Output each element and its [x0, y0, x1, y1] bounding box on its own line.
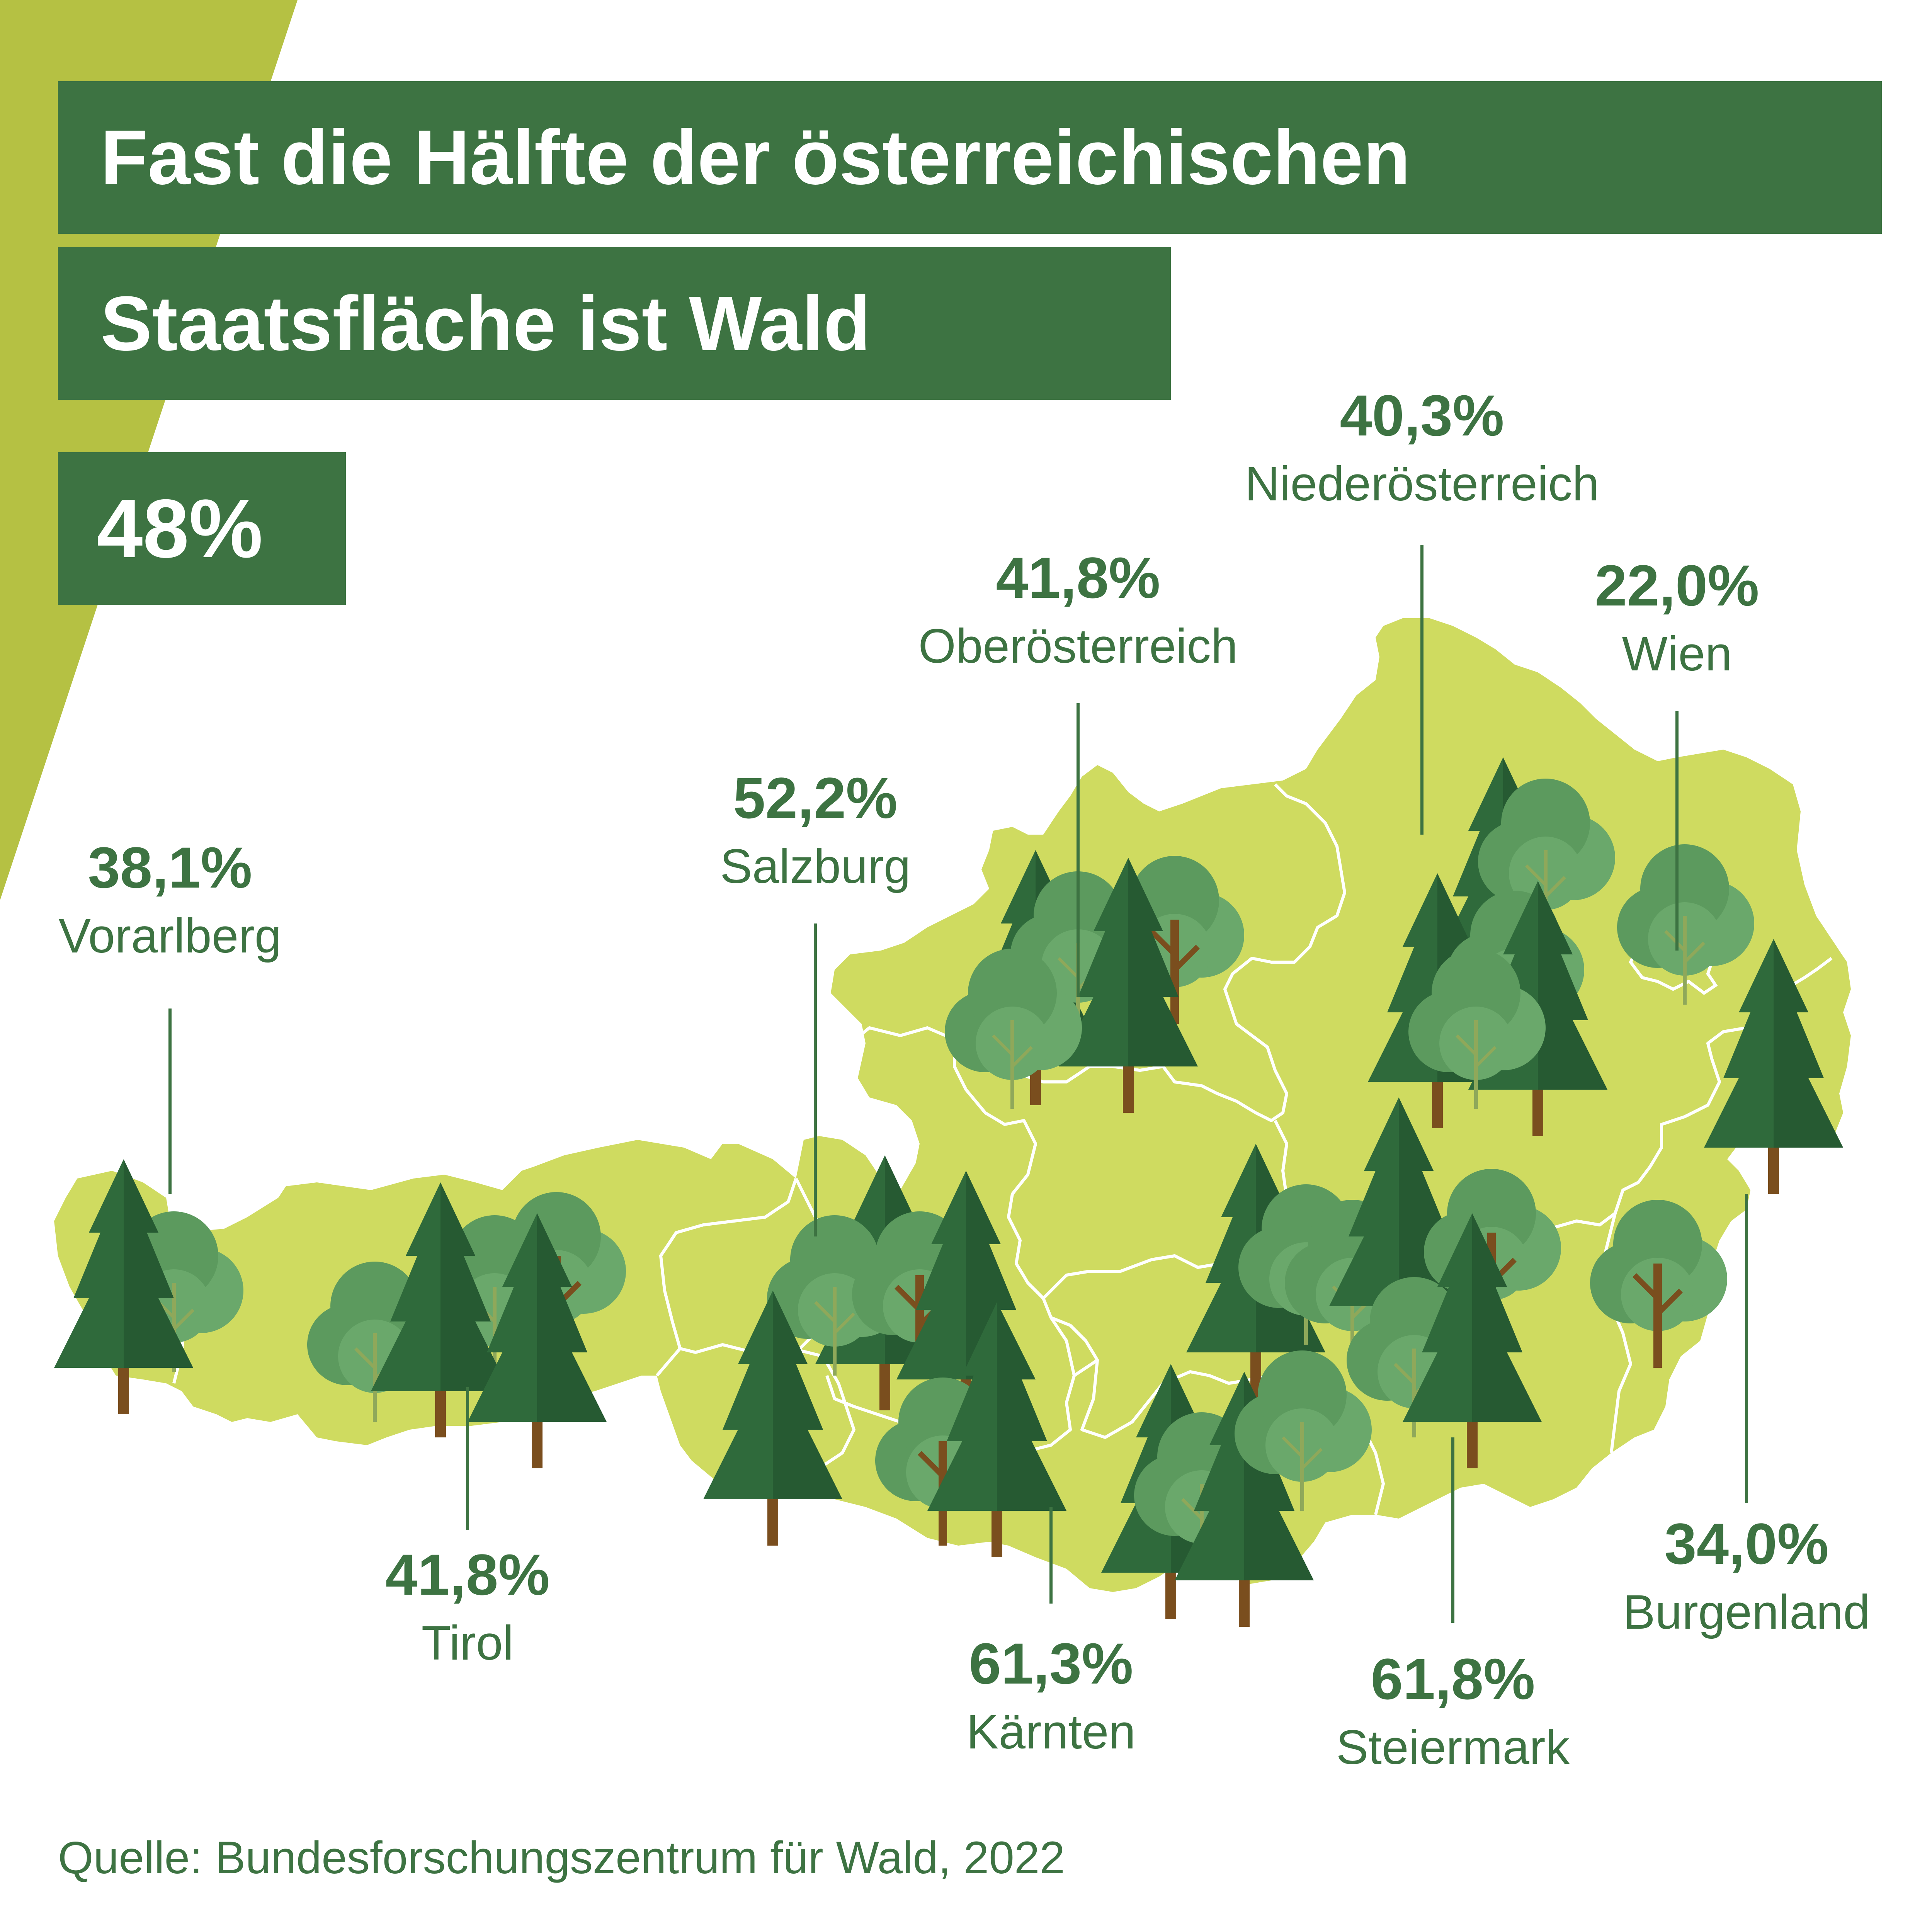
title-line-2: Staatsfläche ist Wald: [58, 247, 1171, 400]
forest-share-value: 41,8%: [996, 545, 1160, 610]
forest-share-value: 61,3%: [969, 1631, 1133, 1696]
forest-share-value: 41,8%: [385, 1542, 550, 1607]
source-note: Quelle: Bundesforschungszentrum für Wald…: [58, 1832, 1065, 1883]
forest-share-value: 61,8%: [1371, 1646, 1535, 1711]
region-label-tirol: 41,8% Tirol: [385, 1538, 549, 1675]
region-label-wien: 22,0% Wien: [1595, 549, 1759, 686]
title-line-1: Fast die Hälfte der österreichischen: [58, 81, 1882, 234]
region-name: Steiermark: [1336, 1721, 1570, 1774]
region-label-vorarlberg: 38,1% Vorarlberg: [59, 831, 282, 968]
region-label-niederoesterreich: 40,3% Niederösterreich: [1245, 379, 1599, 516]
forest-share-value: 22,0%: [1595, 553, 1759, 618]
region-label-steiermark: 61,8% Steiermark: [1336, 1642, 1570, 1779]
forest-share-value: 34,0%: [1664, 1511, 1829, 1576]
region-name: Tirol: [421, 1616, 514, 1670]
leader-lines: [168, 545, 1748, 1623]
region-name: Salzburg: [720, 840, 911, 893]
region-name: Kärnten: [966, 1705, 1136, 1759]
national-forest-share: 48%: [58, 452, 346, 605]
region-name: Vorarlberg: [58, 909, 282, 963]
forest-share-value: 52,2%: [733, 765, 898, 830]
region-label-oberoesterreich: 41,8% Oberösterreich: [918, 541, 1238, 678]
region-name: Burgenland: [1623, 1585, 1870, 1639]
region-label-kaernten: 61,3% Kärnten: [966, 1627, 1136, 1764]
region-name: Oberösterreich: [918, 619, 1238, 673]
region-name: Wien: [1622, 627, 1732, 681]
forest-share-value: 38,1%: [88, 835, 252, 900]
forest-share-value: 40,3%: [1340, 383, 1504, 448]
region-label-salzburg: 52,2% Salzburg: [720, 761, 910, 898]
region-name: Niederösterreich: [1245, 457, 1599, 511]
region-label-burgenland: 34,0% Burgenland: [1623, 1507, 1870, 1644]
